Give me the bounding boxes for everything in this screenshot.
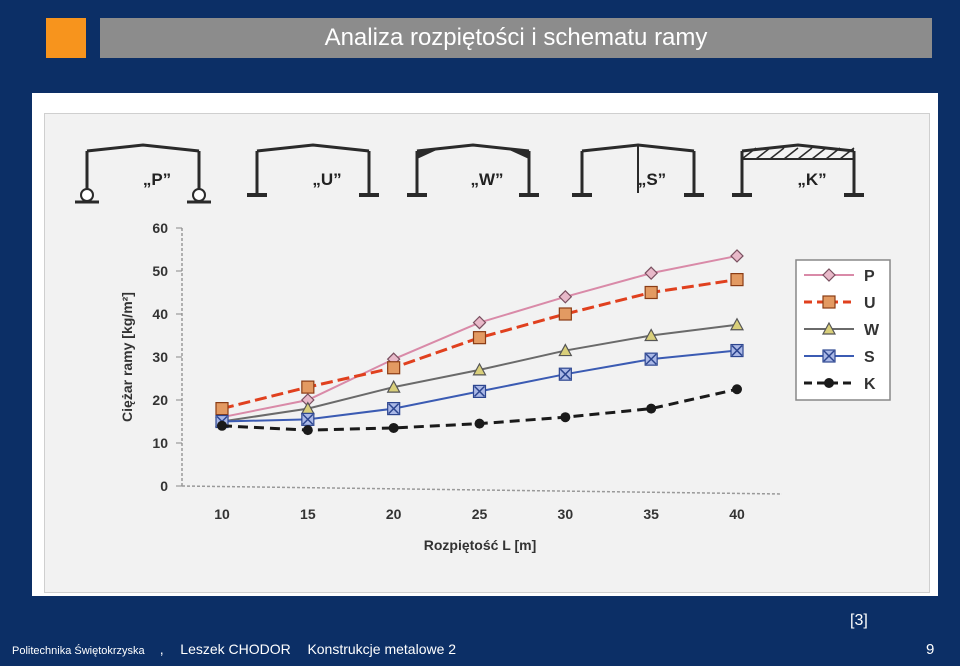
data-point-k — [646, 403, 657, 414]
data-point-w — [386, 379, 401, 393]
legend-marker-p — [822, 268, 836, 282]
data-point-u — [215, 402, 229, 416]
data-point-k — [732, 384, 742, 395]
frame-label-w: „W” — [470, 170, 503, 189]
data-point-s — [472, 384, 487, 398]
data-point-u — [472, 331, 487, 345]
data-point-p — [644, 266, 659, 280]
data-point-w — [729, 317, 745, 331]
data-point-s — [387, 402, 401, 416]
legend-marker-k — [824, 378, 834, 388]
frame-label-u: „U” — [312, 170, 341, 189]
data-point-k — [560, 412, 571, 423]
frame-label-k: „K” — [797, 170, 826, 189]
series-s — [215, 343, 744, 429]
data-point-k — [302, 425, 313, 436]
x-tick-label: 35 — [643, 506, 659, 522]
y-tick-label: 30 — [152, 349, 168, 365]
data-point-s — [301, 412, 315, 426]
legend-label-k: K — [864, 376, 876, 393]
legend-marker-w — [821, 321, 837, 335]
y-tick-label: 20 — [152, 392, 168, 408]
x-tick-label: 40 — [729, 506, 745, 522]
series-u — [215, 273, 744, 416]
data-point-k — [217, 420, 227, 431]
frame-schematic-s: „S” — [572, 143, 704, 197]
x-tick-label: 15 — [300, 506, 316, 522]
page-number: 9 — [926, 641, 935, 658]
y-tick-label: 40 — [152, 306, 168, 322]
series-k — [217, 384, 742, 436]
data-point-k — [474, 418, 485, 429]
frame-label-p: „P” — [143, 170, 171, 189]
footer: Politechnika Świętokrzyska , Leszek CHOD… — [12, 641, 456, 659]
legend-label-p: P — [864, 268, 875, 285]
title-bar: Analiza rozpiętości i schematu ramy — [100, 18, 932, 58]
data-point-u — [644, 285, 658, 300]
x-axis — [181, 485, 783, 495]
figure-frame — [44, 113, 930, 593]
chart-axes: 0 10 20 30 40 50 60 10 15 20 25 30 35 40 Rozpiętość L … — [119, 220, 783, 553]
data-point-w — [644, 328, 659, 342]
slide-title: Analiza rozpiętości i schematu ramy — [324, 24, 708, 51]
data-point-s — [730, 343, 744, 358]
x-tick-label: 20 — [386, 506, 402, 522]
y-tick-label: 10 — [152, 435, 168, 451]
footer-institution: Politechnika Świętokrzyska — [12, 645, 145, 657]
x-tick-label: 10 — [214, 506, 230, 522]
data-point-u — [558, 307, 572, 321]
data-point-k — [388, 422, 399, 433]
series-p — [215, 249, 744, 425]
x-tick-label: 30 — [558, 506, 574, 522]
data-point-w — [472, 362, 487, 376]
data-point-p — [730, 249, 744, 263]
legend-marker-s — [822, 349, 836, 363]
y-axis-label: Ciężar ramy [kg/m²] — [119, 292, 135, 422]
figure-image: „P” „U” „W” „S” „K” 0 10 20 30 40 50 60 10 15 20 25 30 35… — [32, 93, 938, 596]
frame-schematic-w: „W” — [407, 143, 539, 197]
legend-label-w: W — [864, 322, 880, 339]
footer-separator: , — [159, 641, 164, 657]
data-point-s — [644, 352, 658, 366]
x-tick-label: 25 — [472, 506, 488, 522]
footer-author: Leszek CHODOR — [180, 641, 291, 657]
y-tick-label: 60 — [152, 220, 168, 236]
frame-label-s: „S” — [638, 170, 666, 189]
data-point-u — [387, 361, 401, 375]
frame-schematic-k: „K” — [732, 143, 864, 197]
footer-course: Konstrukcje metalowe 2 — [307, 641, 457, 657]
data-point-w — [558, 343, 573, 357]
data-point-s — [558, 367, 572, 381]
frame-schematic-u: „U” — [247, 143, 379, 197]
data-point-p — [558, 289, 573, 304]
y-tick-label: 50 — [152, 263, 168, 279]
accent-square — [46, 18, 86, 58]
legend-label-u: U — [864, 295, 876, 312]
reference-label: [3] — [850, 612, 868, 629]
data-point-u — [730, 273, 744, 287]
legend-label-s: S — [864, 349, 875, 366]
y-tick-label: 0 — [160, 478, 168, 494]
chart: „P” „U” „W” „S” „K” 0 10 20 30 40 50 60 10 15 20 25 30 35… — [75, 143, 891, 553]
frame-schematic-p: „P” — [75, 143, 211, 204]
x-axis-label: Rozpiętość L [m] — [424, 537, 537, 553]
data-point-u — [301, 380, 315, 394]
legend-marker-u — [822, 295, 836, 309]
data-point-p — [472, 315, 487, 330]
